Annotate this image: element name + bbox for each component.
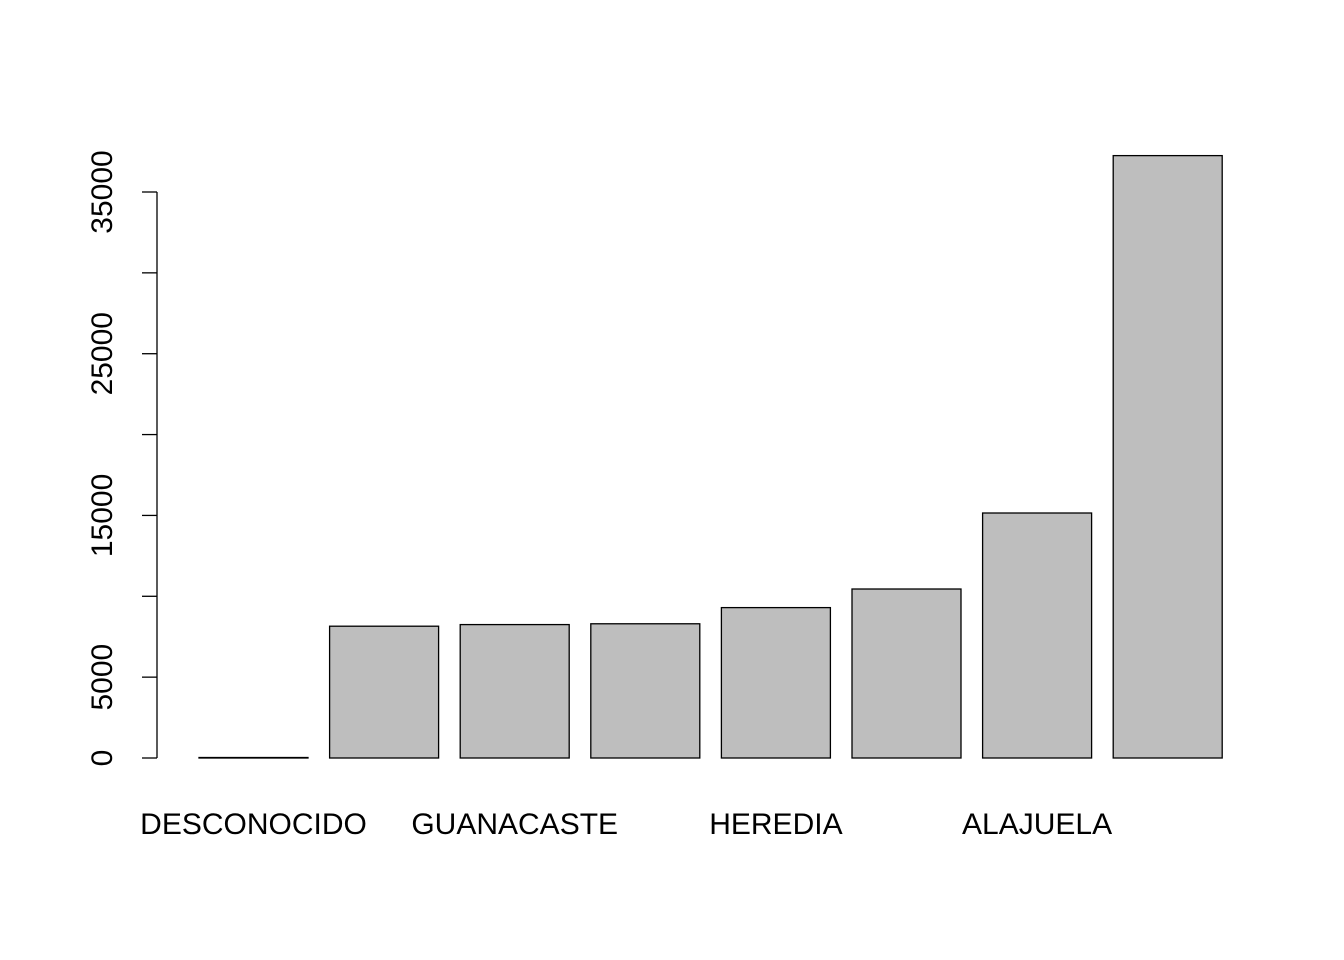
x-category-label: GUANACASTE	[411, 808, 618, 841]
bar	[1112, 154, 1223, 759]
bar	[981, 512, 1093, 759]
x-category-label: HEREDIA	[709, 808, 842, 841]
bar	[851, 588, 962, 759]
y-tick-label: 5000	[86, 644, 119, 711]
bar	[198, 756, 309, 759]
x-axis-labels: DESCONOCIDO GUANACASTE HEREDIA ALAJUELA	[140, 808, 1112, 841]
y-tick-label: 0	[86, 750, 119, 767]
bar	[590, 623, 701, 759]
bar	[720, 606, 832, 759]
bars	[198, 154, 1223, 759]
bar	[459, 623, 570, 759]
y-axis: 0 5000 15000 25000 35000	[86, 150, 158, 767]
y-tick-label: 15000	[86, 474, 119, 557]
y-tick-label: 35000	[86, 150, 119, 233]
bar	[328, 625, 440, 759]
y-tick-label: 25000	[86, 312, 119, 395]
x-category-label: DESCONOCIDO	[140, 808, 367, 841]
x-category-label: ALAJUELA	[962, 808, 1112, 841]
